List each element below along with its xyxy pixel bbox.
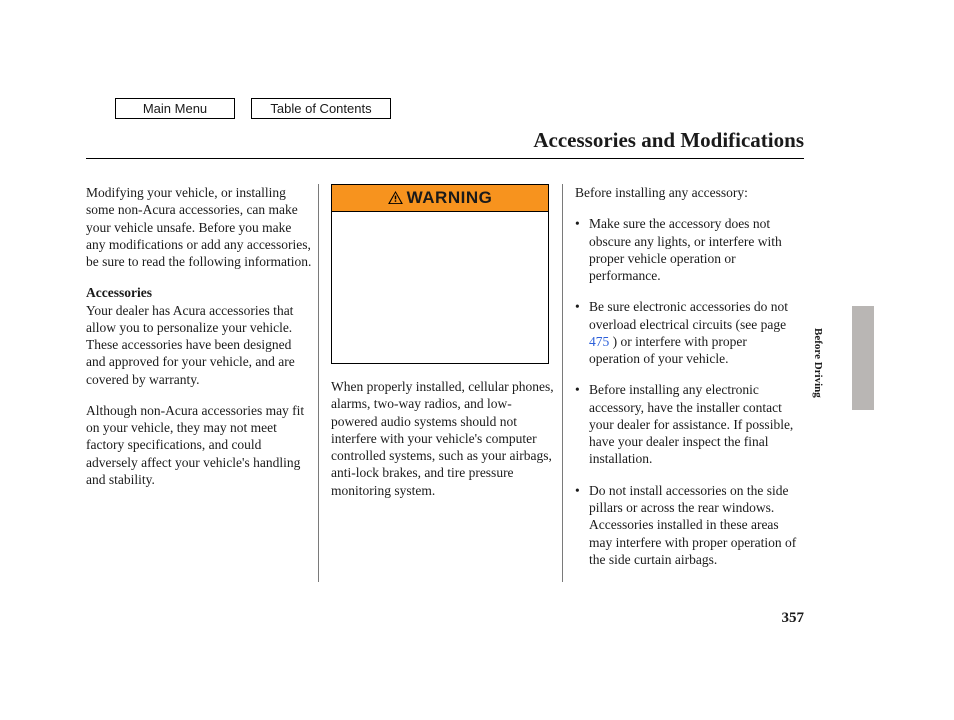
- column-2-paragraph: When properly installed, cellular phones…: [331, 378, 556, 499]
- manual-page: Main Menu Table of Contents Accessories …: [0, 0, 954, 720]
- list-item: Do not install accessories on the side p…: [575, 482, 800, 568]
- accessories-subhead: Accessories: [86, 284, 312, 301]
- column-3: Before installing any accessory: Make su…: [562, 184, 806, 582]
- main-menu-button[interactable]: Main Menu: [115, 98, 235, 119]
- column-3-lead: Before installing any accessory:: [575, 184, 800, 201]
- section-tab: [852, 306, 874, 410]
- list-item: Be sure electronic accessories do not ov…: [575, 298, 800, 367]
- list-item: Make sure the accessory does not obscure…: [575, 215, 800, 284]
- table-of-contents-button[interactable]: Table of Contents: [251, 98, 391, 119]
- section-label: Before Driving: [812, 328, 824, 398]
- warning-label: WARNING: [407, 187, 493, 209]
- column-1: Modifying your vehicle, or installing so…: [86, 184, 318, 582]
- column-2: WARNING When properly installed, cellula…: [318, 184, 562, 582]
- bullet-list: Make sure the accessory does not obscure…: [575, 215, 800, 568]
- page-number: 357: [782, 610, 805, 627]
- warning-header: WARNING: [332, 185, 548, 212]
- page-reference-link[interactable]: 475: [589, 334, 609, 349]
- accessories-paragraph-2: Although non-Acura accessories may fit o…: [86, 402, 312, 488]
- intro-paragraph: Modifying your vehicle, or installing so…: [86, 184, 312, 270]
- page-title: Accessories and Modifications: [533, 128, 804, 153]
- content-columns: Modifying your vehicle, or installing so…: [86, 184, 806, 582]
- title-rule: [86, 158, 804, 159]
- warning-box: WARNING: [331, 184, 549, 364]
- list-item: Before installing any electronic accesso…: [575, 381, 800, 467]
- warning-triangle-icon: [388, 191, 403, 204]
- nav-buttons: Main Menu Table of Contents: [115, 98, 391, 119]
- accessories-paragraph-1: Your dealer has Acura accessories that a…: [86, 302, 312, 388]
